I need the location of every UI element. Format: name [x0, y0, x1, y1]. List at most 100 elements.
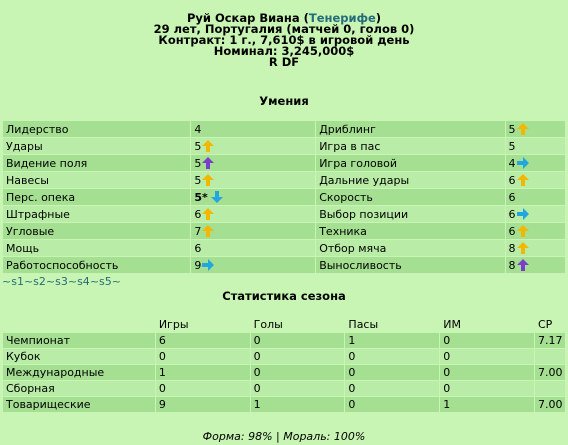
skill-value: 5 — [194, 173, 202, 187]
skill-value: 6 — [508, 224, 516, 238]
skill-name: Видение поля — [1, 154, 192, 172]
stats-row-label: Сборная — [2, 380, 156, 397]
stats-cell: 0 — [249, 348, 346, 365]
skill-value: 5 — [508, 122, 516, 136]
arrow-right-icon — [202, 258, 215, 271]
season-links: ~s1~s2~s3~s4~s5~ — [2, 275, 121, 288]
skill-value: 5 — [508, 139, 516, 153]
skill-value-cell: 5 — [190, 154, 317, 172]
stats-cell: 0 — [249, 364, 346, 381]
skill-name: Выносливость — [315, 256, 506, 274]
skill-name: Лидерство — [1, 120, 192, 138]
stats-cell: 0 — [439, 348, 535, 365]
skill-value: 8 — [508, 241, 516, 255]
skill-name: Дриблинг — [315, 120, 506, 138]
skill-value-cell: 7 — [190, 222, 317, 240]
skill-name: Отбор мяча — [315, 239, 506, 257]
season-link-s5[interactable]: s5 — [99, 275, 112, 288]
stats-cell: 0 — [344, 380, 441, 397]
skills-table: Лидерство 4 Дриблинг 5 Удары 5 Игра в пас 5 Виде… — [1, 120, 567, 274]
stats-cell: 1 — [344, 332, 441, 349]
season-link-s1[interactable]: s1 — [11, 275, 24, 288]
skill-name: Игра в пас — [315, 137, 506, 155]
skill-name: Выбор позиции — [315, 205, 506, 223]
arrow-up-icon — [516, 258, 529, 271]
season-link-s4[interactable]: s4 — [77, 275, 90, 288]
skill-row: Мощь 6 Отбор мяча 8 — [1, 239, 567, 257]
player-nominal: Номинал: 3,245,000$ — [213, 44, 355, 58]
skill-value: 5 — [194, 139, 202, 153]
skill-value: 4 — [508, 156, 516, 170]
skill-value-cell: 4 — [504, 154, 567, 172]
stats-column-header: Игры — [154, 315, 251, 333]
stats-cell: 6 — [154, 332, 251, 349]
skill-value: 7 — [194, 224, 202, 238]
skill-value: 6 — [508, 207, 516, 221]
skill-value: 6 — [194, 207, 202, 221]
stats-cell: 0 — [344, 396, 441, 413]
stats-header-row: Игры Голы Пасы ИМ СР — [2, 315, 567, 333]
skill-name: Техника — [315, 222, 506, 240]
arrow-up-icon — [516, 224, 529, 237]
skill-name: Навесы — [1, 171, 192, 189]
stats-table: Игры Голы Пасы ИМ СР Чемпионат 6 0 1 0 7.17 Кубок 0 0… — [2, 315, 567, 413]
arrow-up-icon — [516, 173, 529, 186]
stats-column-header — [2, 315, 156, 333]
stats-row: Кубок 0 0 0 0 — [2, 348, 567, 365]
arrow-up-icon — [516, 122, 529, 135]
arrow-up-icon — [202, 139, 215, 152]
skill-row: Лидерство 4 Дриблинг 5 — [1, 120, 567, 138]
skill-value: 6 — [508, 190, 516, 204]
skill-name: Дальние удары — [315, 171, 506, 189]
stats-row: Чемпионат 6 0 1 0 7.17 — [2, 332, 567, 349]
team-link[interactable]: Тенерифе — [308, 11, 376, 25]
stats-column-header: Пасы — [344, 315, 441, 333]
arrow-up-icon — [202, 173, 215, 186]
skill-name: Игра головой — [315, 154, 506, 172]
season-link-s2[interactable]: s2 — [33, 275, 46, 288]
skill-name: Штрафные — [1, 205, 192, 223]
stats-cell: 0 — [249, 332, 346, 349]
skill-value: 6 — [194, 241, 202, 255]
stats-cell: 7.00 — [533, 396, 567, 413]
skill-name: Мощь — [1, 239, 192, 257]
stats-column-header: ИМ — [439, 315, 535, 333]
skill-value-cell: 6 — [504, 205, 567, 223]
skill-value: 9 — [194, 258, 202, 272]
skill-value-cell: 4 — [190, 120, 317, 138]
skill-name: Скорость — [315, 188, 506, 206]
stats-cell — [533, 348, 567, 365]
skill-name: Перс. опека — [1, 188, 192, 206]
skill-value-cell: 9 — [190, 256, 317, 274]
stats-cell: 0 — [154, 348, 251, 365]
stats-row-label: Кубок — [2, 348, 156, 365]
skill-value-cell: 8 — [504, 239, 567, 257]
form-morale: Форма: 98% | Мораль: 100% — [202, 430, 366, 443]
season-link-s3[interactable]: s3 — [55, 275, 68, 288]
skill-value-cell: 5 — [190, 137, 317, 155]
stats-cell: 0 — [249, 380, 346, 397]
stats-cell: 7.17 — [533, 332, 567, 349]
stats-cell — [533, 380, 567, 397]
skill-value-cell: 6 — [504, 171, 567, 189]
arrow-down-icon — [210, 190, 223, 203]
skill-value: 6 — [508, 173, 516, 187]
skill-name: Удары — [1, 137, 192, 155]
arrow-right-icon — [516, 156, 529, 169]
stats-column-header: СР — [533, 315, 567, 333]
stats-cell: 0 — [344, 348, 441, 365]
stats-cell: 0 — [439, 364, 535, 381]
skill-row: Угловые 7 Техника 6 — [1, 222, 567, 240]
stats-cell: 0 — [154, 380, 251, 397]
stats-cell: 0 — [439, 332, 535, 349]
arrow-up-icon — [202, 207, 215, 220]
stats-cell: 1 — [154, 364, 251, 381]
stats-column-header: Голы — [249, 315, 346, 333]
skill-row: Штрафные 6 Выбор позиции 6 — [1, 205, 567, 223]
stats-cell: 1 — [249, 396, 346, 413]
skill-value: 8 — [508, 258, 516, 272]
skill-value-cell: 5* — [190, 188, 317, 206]
skill-name: Работоспособность — [1, 256, 192, 274]
skill-row: Навесы 5 Дальние удары 6 — [1, 171, 567, 189]
skill-value-cell: 6 — [504, 222, 567, 240]
